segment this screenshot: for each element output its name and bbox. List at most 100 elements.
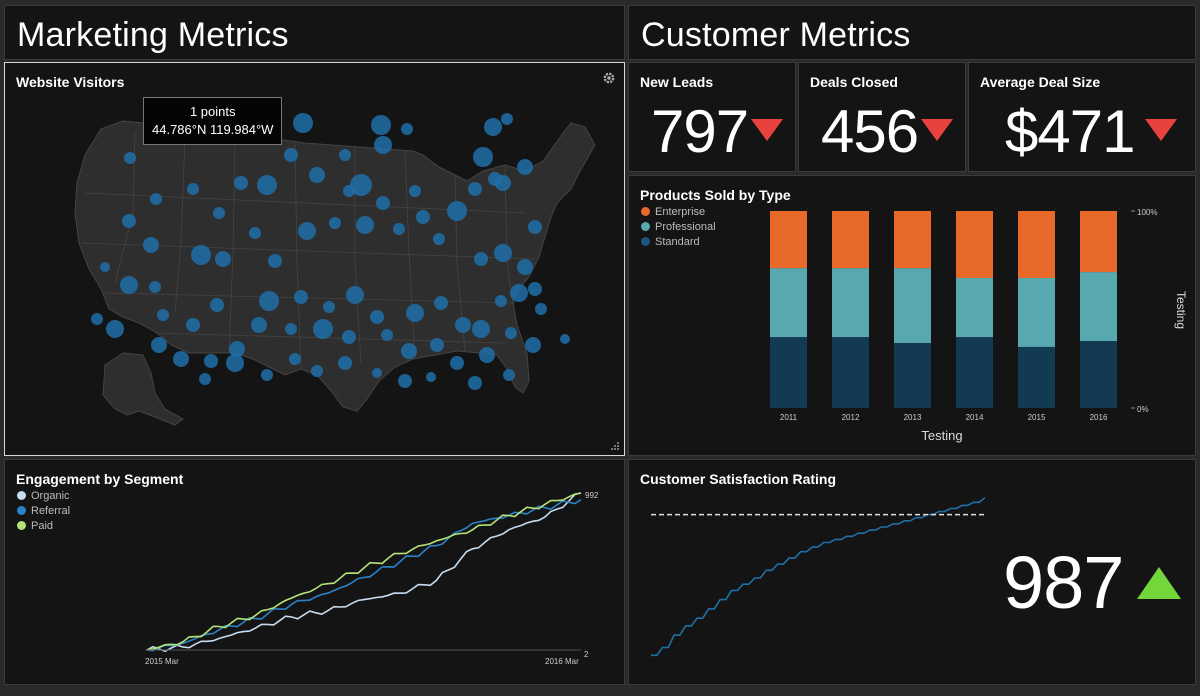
line-paid[interactable] [146,492,582,651]
us-map[interactable] [5,63,624,455]
legend-item-enterprise[interactable]: Enterprise [641,204,716,219]
bar-professional-2012[interactable] [832,268,869,338]
products-sold-widget[interactable]: Products Sold by Type Enterprise Profess… [628,175,1196,456]
visitor-dot[interactable] [501,113,513,125]
visitor-dot[interactable] [479,347,495,363]
bar-professional-2011[interactable] [770,268,807,338]
visitor-dot[interactable] [393,223,405,235]
bar-standard-2013[interactable] [894,342,931,408]
visitor-dot[interactable] [494,244,512,262]
visitor-dot[interactable] [346,286,364,304]
visitor-dot[interactable] [249,227,261,239]
visitor-dot[interactable] [398,374,412,388]
visitor-dot[interactable] [210,298,224,312]
visitor-dot[interactable] [535,303,547,315]
visitor-dot[interactable] [143,237,159,253]
visitor-dot[interactable] [199,373,211,385]
visitor-dot[interactable] [151,337,167,353]
visitor-dot[interactable] [106,320,124,338]
gear-icon[interactable] [602,71,616,85]
bar-enterprise-2012[interactable] [832,211,869,269]
visitor-dot[interactable] [484,118,502,136]
legend-item-professional[interactable]: Professional [641,219,716,234]
visitor-dot[interactable] [370,310,384,324]
bar-enterprise-2015[interactable] [1018,211,1055,278]
visitor-dot[interactable] [474,252,488,266]
visitor-dot[interactable] [234,176,248,190]
resize-handle-icon[interactable] [610,441,620,451]
visitor-dot[interactable] [433,233,445,245]
visitor-dot[interactable] [323,301,335,313]
visitor-dot[interactable] [505,327,517,339]
visitor-dot[interactable] [294,290,308,304]
visitor-dot[interactable] [309,167,325,183]
visitor-dot[interactable] [416,210,430,224]
visitor-dot[interactable] [157,309,169,321]
visitor-dot[interactable] [187,183,199,195]
visitor-dot[interactable] [257,175,277,195]
visitor-dot[interactable] [517,159,533,175]
visitor-dot[interactable] [289,353,301,365]
visitor-dot[interactable] [186,318,200,332]
visitor-dot[interactable] [122,214,136,228]
visitor-dot[interactable] [406,304,424,322]
visitor-dot[interactable] [528,220,542,234]
visitor-dot[interactable] [374,136,392,154]
bar-standard-2014[interactable] [956,337,993,408]
visitor-dot[interactable] [124,152,136,164]
visitor-dot[interactable] [525,337,541,353]
visitor-dot[interactable] [401,123,413,135]
visitor-dot[interactable] [528,282,542,296]
visitor-dot[interactable] [350,174,372,196]
visitor-dot[interactable] [150,193,162,205]
visitor-dot[interactable] [173,351,189,367]
bar-standard-2011[interactable] [770,337,807,408]
visitor-dot[interactable] [293,113,313,133]
engagement-widget[interactable]: Engagement by Segment Organic Referral P… [4,459,625,685]
bar-enterprise-2011[interactable] [770,211,807,269]
visitor-dot[interactable] [495,175,511,191]
visitor-dot[interactable] [229,341,245,357]
visitor-dot[interactable] [503,369,515,381]
visitor-dot[interactable] [372,368,382,378]
visitor-dot[interactable] [339,149,351,161]
legend-item-organic[interactable]: Organic [17,488,70,503]
line-organic[interactable] [146,492,582,653]
visitor-dot[interactable] [517,259,533,275]
visitor-dot[interactable] [268,254,282,268]
visitor-dot[interactable] [455,317,471,333]
visitor-dot[interactable] [259,291,279,311]
visitor-dot[interactable] [381,329,393,341]
visitor-dot[interactable] [401,343,417,359]
visitor-dot[interactable] [329,217,341,229]
website-visitors-widget[interactable]: Website Visitors 1 points 44.786°N 119.9… [4,62,625,456]
bar-enterprise-2014[interactable] [956,211,993,278]
visitor-dot[interactable] [226,354,244,372]
visitor-dot[interactable] [149,281,161,293]
visitor-dot[interactable] [447,201,467,221]
visitor-dot[interactable] [468,182,482,196]
bar-professional-2014[interactable] [956,277,993,338]
deals-closed-card[interactable]: Deals Closed 456 [798,62,966,172]
visitor-dot[interactable] [120,276,138,294]
visitor-dot[interactable] [261,369,273,381]
bar-professional-2015[interactable] [1018,277,1055,347]
bar-professional-2013[interactable] [894,268,931,343]
visitor-dot[interactable] [91,313,103,325]
visitor-dot[interactable] [468,376,482,390]
visitor-dot[interactable] [338,356,352,370]
visitor-dot[interactable] [342,330,356,344]
visitor-dot[interactable] [371,115,391,135]
visitor-dot[interactable] [426,372,436,382]
visitor-dot[interactable] [100,262,110,272]
new-leads-card[interactable]: New Leads 797 [628,62,796,172]
visitor-dot[interactable] [495,295,507,307]
visitor-dot[interactable] [472,320,490,338]
bar-enterprise-2016[interactable] [1080,211,1117,273]
visitor-dot[interactable] [215,251,231,267]
legend-item-paid[interactable]: Paid [17,518,70,533]
visitor-dot[interactable] [285,323,297,335]
bar-standard-2012[interactable] [832,337,869,408]
satisfaction-line[interactable] [651,496,986,657]
customer-satisfaction-widget[interactable]: Customer Satisfaction Rating 987 [628,459,1196,685]
